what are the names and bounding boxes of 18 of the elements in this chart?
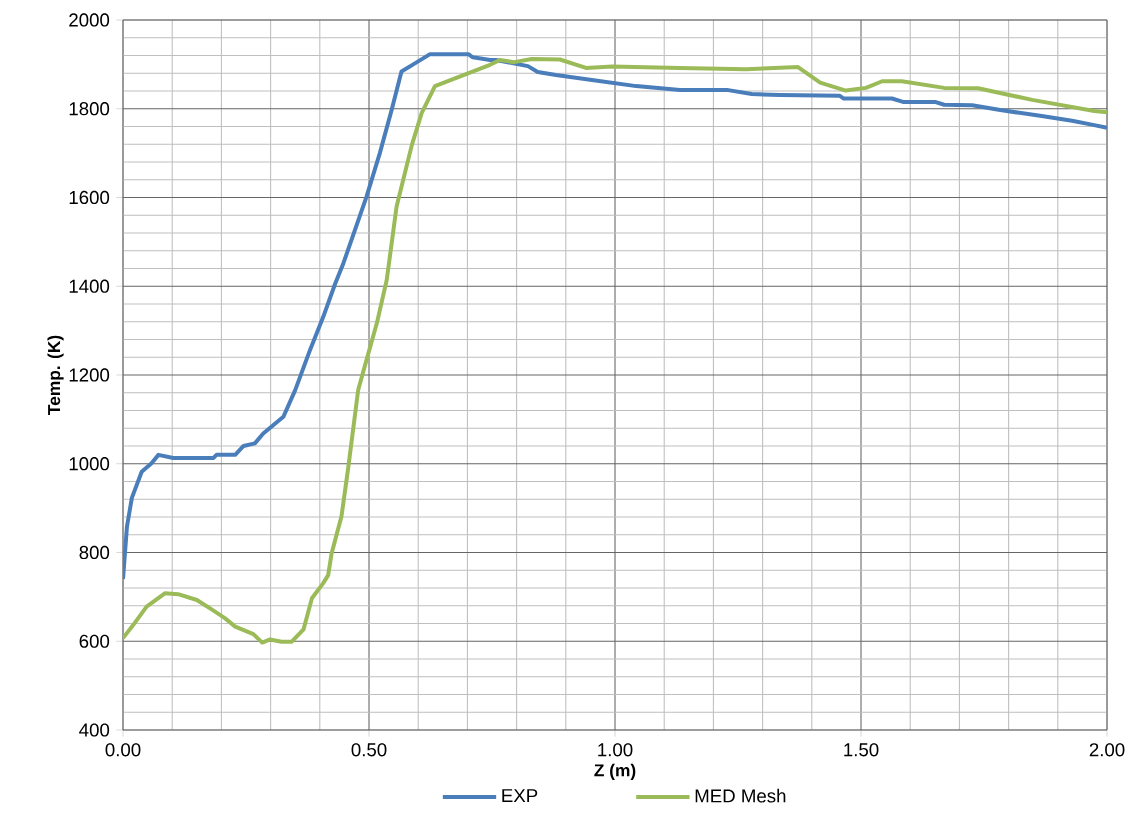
y-tick-label: 1000 (69, 457, 110, 471)
x-tick-label: 0.00 (105, 743, 141, 757)
y-axis-title: Temp. (K) (47, 335, 64, 415)
legend-label: EXP (502, 789, 538, 803)
y-tick-label: 800 (79, 545, 110, 560)
x-tick-label: 1.50 (844, 743, 879, 757)
y-tick-label: 600 (79, 634, 110, 648)
y-tick-label: 1800 (69, 102, 110, 116)
x-tick-label: 0.50 (351, 743, 387, 757)
y-tick-label: 2000 (69, 13, 110, 27)
y-tick-label: 1200 (69, 368, 110, 382)
x-axis-title: Z (m) (594, 763, 636, 780)
legend-label: MED Mesh (695, 788, 786, 803)
x-tick-label: 2.00 (1089, 743, 1125, 757)
x-tick-label: 1.00 (598, 743, 633, 757)
y-tick-label: 1400 (69, 279, 110, 293)
y-tick-label: 400 (79, 723, 110, 737)
y-tick-label: 1600 (69, 190, 110, 205)
